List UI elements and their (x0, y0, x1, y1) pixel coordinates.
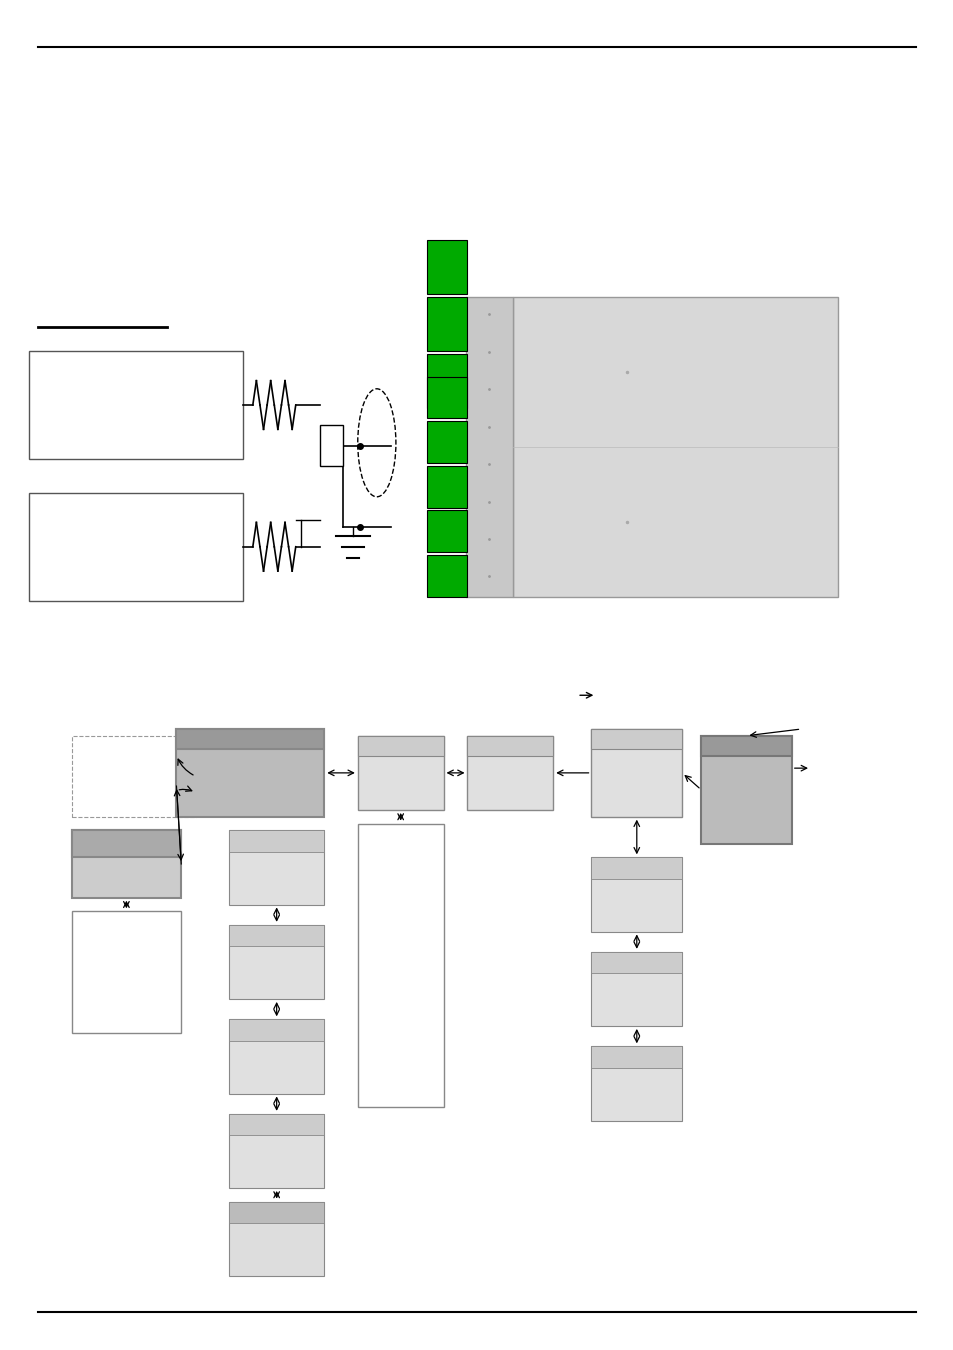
Bar (465, 297, 513, 597)
Bar (591, 729, 681, 817)
Bar (427, 555, 467, 597)
Bar (29, 351, 243, 459)
Bar (427, 466, 467, 508)
Bar (357, 736, 443, 756)
Bar (591, 857, 681, 879)
Bar (229, 1019, 324, 1094)
Bar (71, 736, 195, 817)
Bar (591, 952, 681, 973)
Bar (427, 354, 467, 408)
Bar (427, 297, 467, 351)
Bar (700, 736, 791, 844)
Bar (229, 1019, 324, 1041)
Bar (591, 857, 681, 931)
Bar (319, 425, 343, 466)
Bar (591, 1046, 681, 1068)
Bar (71, 911, 181, 1033)
Bar (700, 736, 791, 756)
Bar (229, 1114, 324, 1188)
Bar (427, 510, 467, 552)
Bar (71, 830, 181, 857)
Bar (467, 736, 553, 810)
Bar (229, 1202, 324, 1276)
Bar (229, 1114, 324, 1135)
Bar (591, 1046, 681, 1120)
Bar (229, 830, 324, 905)
Bar (467, 736, 553, 756)
Bar (229, 925, 324, 999)
Bar (591, 952, 681, 1026)
Bar (427, 421, 467, 463)
Bar (176, 729, 324, 749)
Bar (229, 925, 324, 946)
Bar (357, 736, 443, 810)
Bar (427, 377, 467, 418)
Bar (357, 824, 443, 1107)
Bar (229, 830, 324, 852)
Bar (427, 240, 467, 294)
Bar (229, 1202, 324, 1223)
Bar (29, 493, 243, 601)
Bar (176, 729, 324, 817)
Bar (591, 729, 681, 749)
Bar (71, 830, 181, 898)
Bar (513, 297, 837, 597)
